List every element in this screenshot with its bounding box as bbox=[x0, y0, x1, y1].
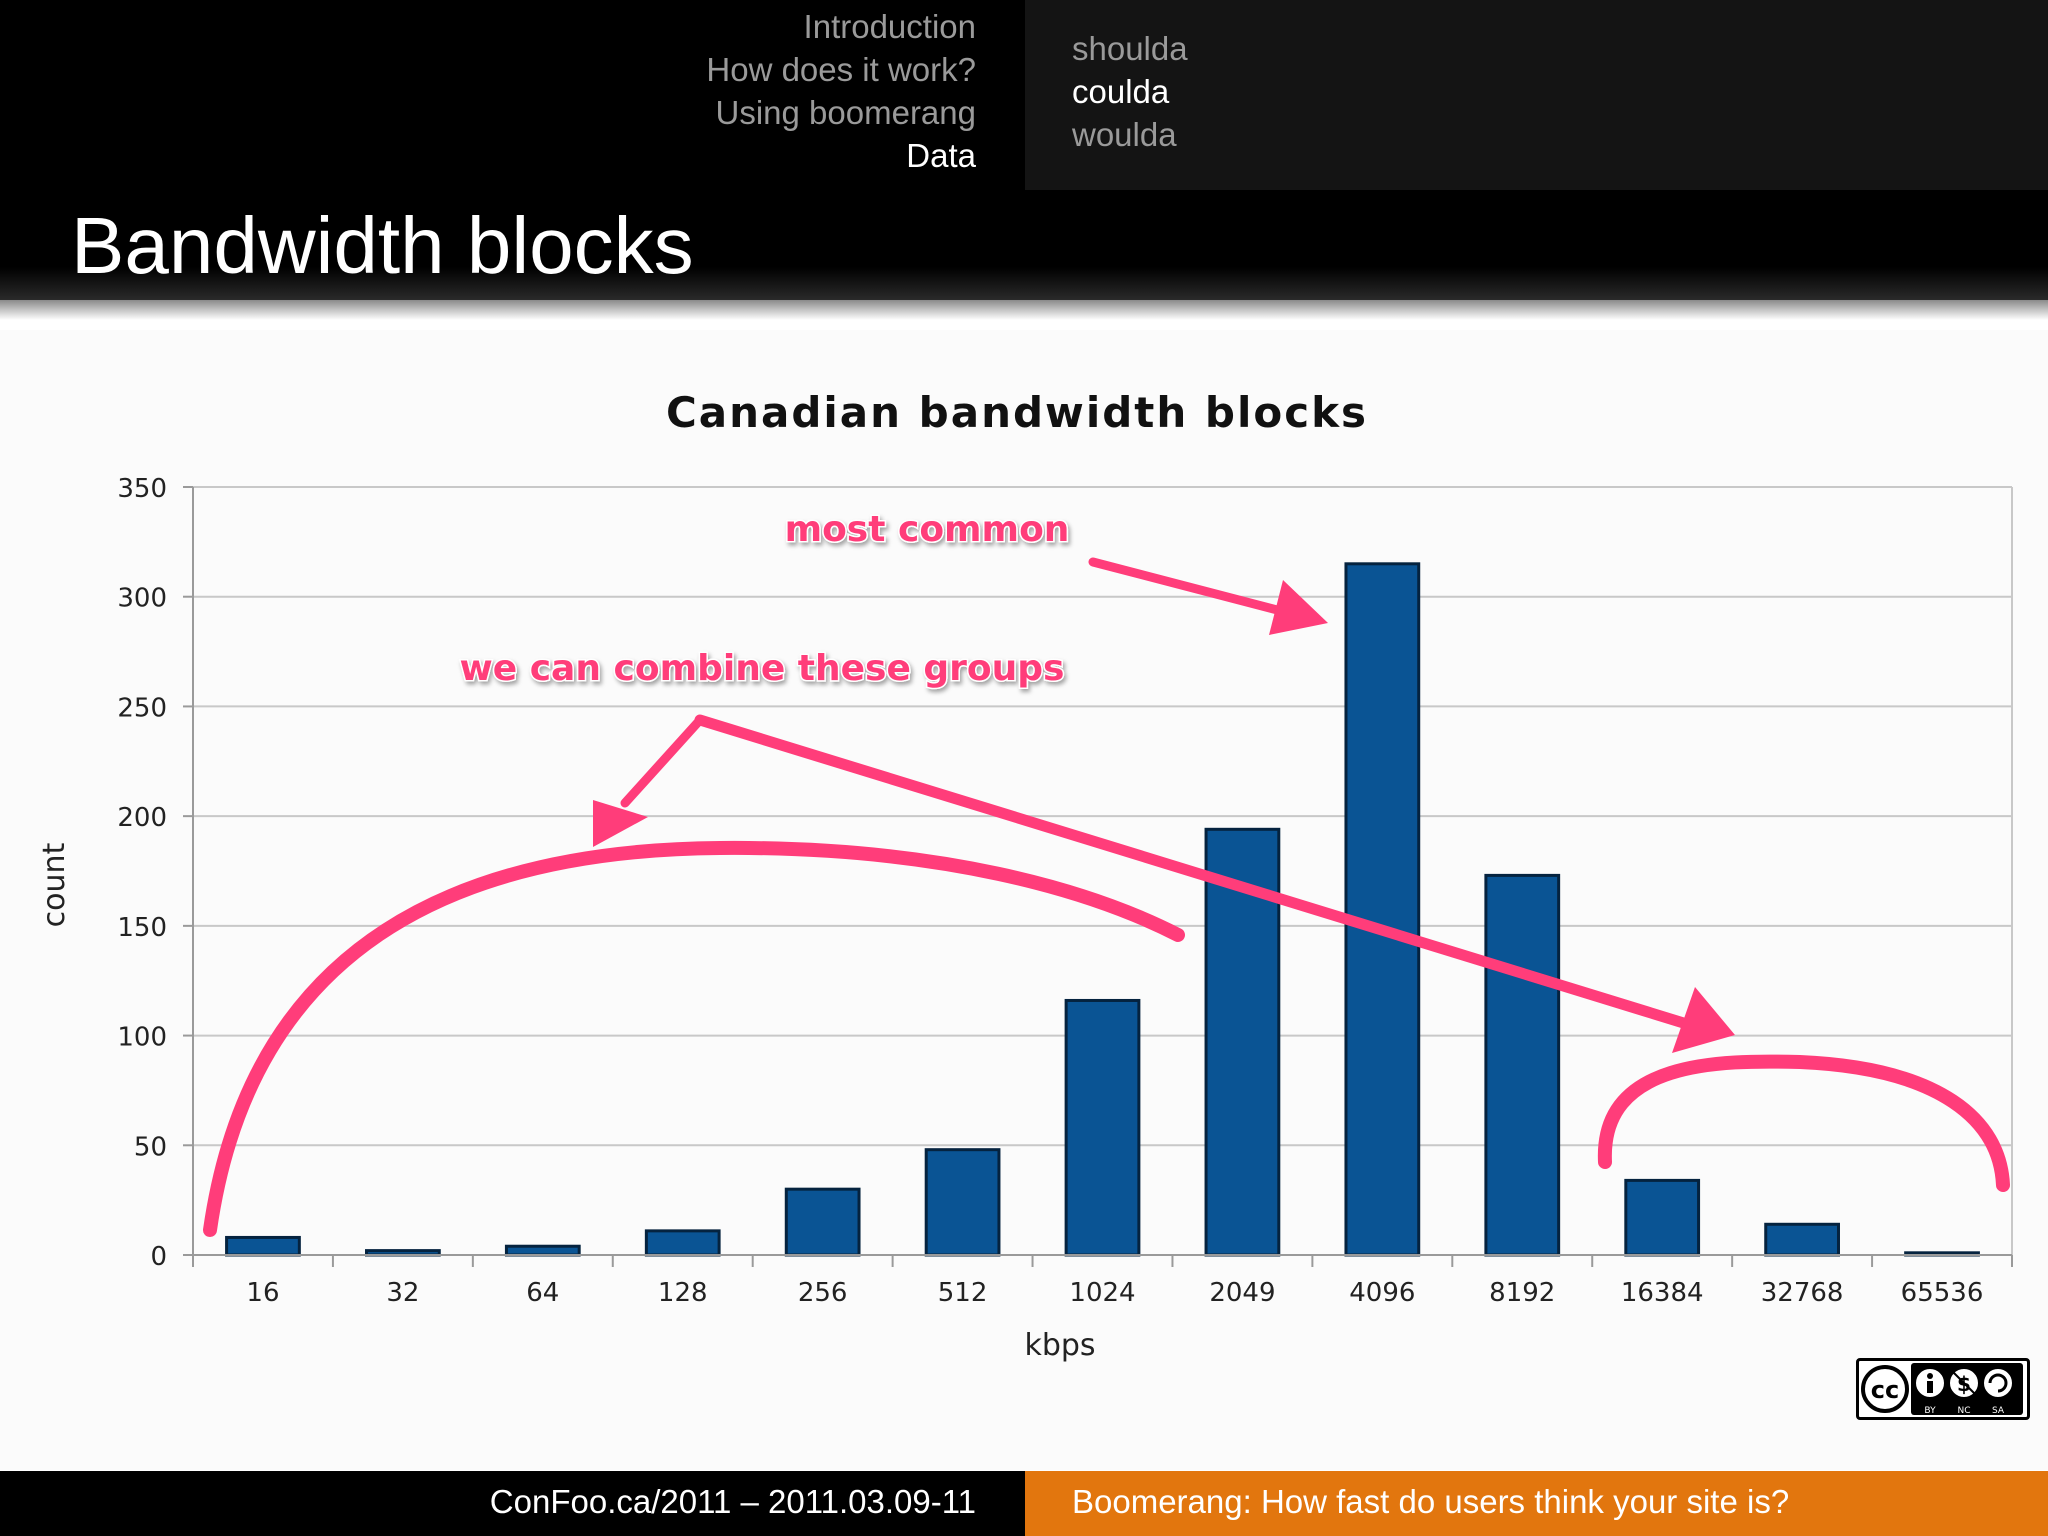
section-nav: Introduction How does it work? Using boo… bbox=[0, 0, 1025, 190]
x-tick-label-8192: 8192 bbox=[1489, 1278, 1555, 1308]
y-tick-label-150: 150 bbox=[117, 913, 167, 943]
annotation-most-common: most common bbox=[785, 509, 1070, 550]
y-tick-label-200: 200 bbox=[117, 803, 167, 833]
bar-128 bbox=[644, 1229, 721, 1257]
nav-section-data[interactable]: Data bbox=[906, 137, 976, 174]
arrow-right-head bbox=[1672, 987, 1735, 1053]
bar-chart: Canadian bandwidth blocks 0 50 100 150 200 25… bbox=[37, 388, 2013, 1363]
y-axis-ticks: 0 50 100 150 200 250 300 350 bbox=[117, 474, 193, 1272]
arrow-most-common-shaft bbox=[1088, 557, 1290, 617]
x-tick-label-32768: 32768 bbox=[1761, 1278, 1844, 1308]
y-tick-label-350: 350 bbox=[117, 474, 167, 504]
nav-section-introduction[interactable]: Introduction bbox=[803, 8, 976, 45]
slide-title: Bandwidth blocks bbox=[71, 201, 694, 290]
chart-panel bbox=[0, 330, 2048, 1470]
x-axis-ticks: 16 32 64 128 256 512 1024 2049 4096 8192 16384 3276… bbox=[192, 1255, 2013, 1308]
x-tick-label-16: 16 bbox=[246, 1278, 279, 1308]
bar-512 bbox=[924, 1148, 1001, 1257]
footer-talk-title-text: Boomerang: How fast do users think your … bbox=[1072, 1483, 1790, 1520]
combine-arc-left bbox=[203, 840, 1185, 1237]
x-tick-label-16384: 16384 bbox=[1621, 1278, 1704, 1308]
nav-subsection-coulda[interactable]: coulda bbox=[1072, 73, 1170, 110]
arrow-left-head bbox=[593, 800, 648, 847]
bar-8192 bbox=[1484, 873, 1561, 1257]
nav-subsection-woulda[interactable]: woulda bbox=[1072, 116, 1177, 153]
bar-256 bbox=[784, 1187, 861, 1257]
y-tick-label-50: 50 bbox=[134, 1132, 167, 1162]
x-tick-label-1024: 1024 bbox=[1069, 1278, 1135, 1308]
x-tick-label-4096: 4096 bbox=[1349, 1278, 1415, 1308]
x-axis-label: kbps bbox=[1024, 1328, 1095, 1363]
y-tick-label-300: 300 bbox=[117, 584, 167, 614]
footer-conference: ConFoo.ca/2011 – 2011.03.09-11 bbox=[0, 1471, 1025, 1536]
x-tick-label-512: 512 bbox=[938, 1278, 988, 1308]
x-tick-label-32: 32 bbox=[386, 1278, 419, 1308]
annotation-labels: most common we can combine these groups bbox=[458, 508, 1071, 691]
bar-1024 bbox=[1064, 998, 1141, 1257]
footer-conference-text: ConFoo.ca/2011 – 2011.03.09-11 bbox=[489, 1483, 976, 1520]
y-axis-label: count bbox=[37, 842, 72, 927]
footer-talk-title: Boomerang: How fast do users think your … bbox=[1025, 1471, 2048, 1536]
bar-4096 bbox=[1344, 562, 1421, 1257]
title-bar bbox=[0, 190, 2048, 300]
subsection-nav: shoulda coulda woulda bbox=[1025, 0, 2048, 190]
arrow-most-common-head bbox=[1269, 580, 1328, 635]
bar-32768 bbox=[1764, 1222, 1840, 1257]
svg-text:cc: cc bbox=[1871, 1376, 1899, 1404]
arrow-right-shaft bbox=[694, 714, 1696, 1031]
y-tick-label-250: 250 bbox=[117, 693, 167, 723]
nav-section-using-boomerang[interactable]: Using boomerang bbox=[715, 94, 977, 131]
cc-license-icon: cc $ BY NC SA bbox=[1861, 1363, 2023, 1416]
grid-lines bbox=[193, 486, 2013, 1255]
title-shadow bbox=[0, 300, 2048, 320]
cc-label-by: BY bbox=[1924, 1406, 1936, 1416]
y-tick-label-100: 100 bbox=[117, 1023, 167, 1053]
x-tick-label-2049: 2049 bbox=[1209, 1278, 1275, 1308]
bar-16384 bbox=[1624, 1178, 1701, 1257]
nav-subsection-shoulda[interactable]: shoulda bbox=[1072, 30, 1188, 67]
x-tick-label-128: 128 bbox=[658, 1278, 708, 1308]
combine-arc-right bbox=[1597, 1054, 2010, 1192]
x-tick-label-64: 64 bbox=[526, 1278, 559, 1308]
cc-label-sa: SA bbox=[1992, 1406, 2005, 1416]
bars bbox=[225, 562, 1980, 1257]
nav-section-how-does-it-work[interactable]: How does it work? bbox=[706, 51, 976, 88]
chart-title: Canadian bandwidth blocks bbox=[666, 388, 1368, 437]
bar-16 bbox=[225, 1235, 301, 1257]
x-tick-label-256: 256 bbox=[798, 1278, 848, 1308]
annotation-strokes bbox=[203, 557, 2010, 1237]
cc-label-nc: NC bbox=[1957, 1406, 1970, 1416]
x-tick-label-65536: 65536 bbox=[1901, 1278, 1984, 1308]
bar-64 bbox=[504, 1244, 581, 1257]
cc-license-badge: cc $ BY NC SA bbox=[1856, 1358, 2030, 1420]
annotation-combine-groups: we can combine these groups bbox=[460, 648, 1065, 689]
y-tick-label-0: 0 bbox=[150, 1242, 167, 1272]
arrow-left-shaft bbox=[620, 715, 705, 808]
